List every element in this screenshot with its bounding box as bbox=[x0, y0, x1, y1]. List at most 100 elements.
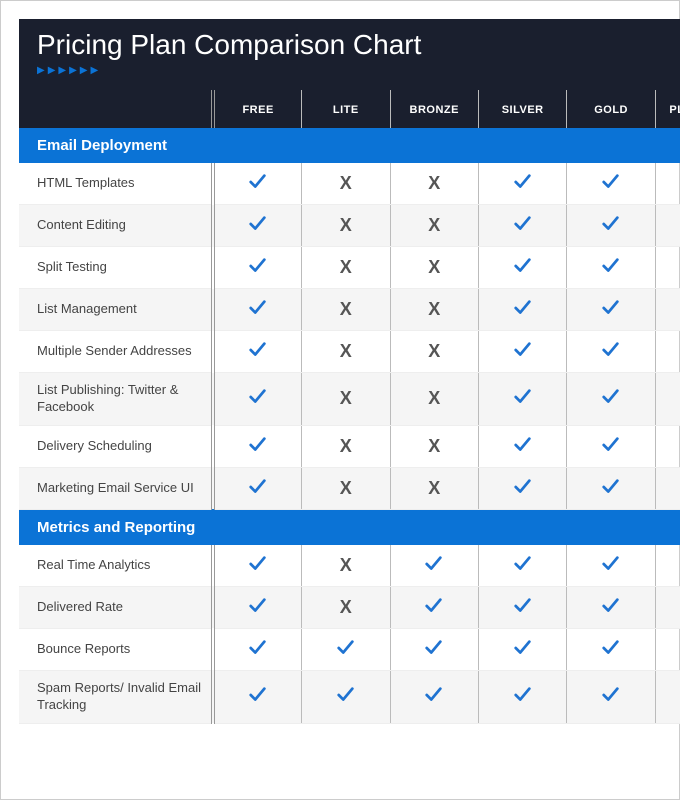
check-icon bbox=[601, 298, 621, 318]
check-icon bbox=[513, 596, 533, 616]
plan-cell bbox=[478, 545, 566, 587]
plan-cell bbox=[390, 586, 478, 628]
page-title: Pricing Plan Comparison Chart bbox=[37, 29, 680, 61]
check-icon bbox=[248, 256, 268, 276]
table-row: Spam Reports/ Invalid Email Tracking bbox=[19, 670, 680, 723]
plan-cell bbox=[567, 628, 655, 670]
plan-cell bbox=[213, 425, 301, 467]
feature-label: Content Editing bbox=[19, 205, 213, 247]
plan-cell bbox=[567, 247, 655, 289]
plan-cell bbox=[390, 670, 478, 723]
table-row: List ManagementXX bbox=[19, 289, 680, 331]
check-icon bbox=[248, 638, 268, 658]
table-row: HTML Templates X X bbox=[19, 163, 680, 205]
feature-label: HTML Templates bbox=[19, 163, 213, 205]
plan-header: FREE bbox=[213, 90, 301, 128]
x-icon: X bbox=[428, 215, 440, 235]
feature-label: Delivery Scheduling bbox=[19, 425, 213, 467]
check-icon bbox=[513, 435, 533, 455]
feature-label: Bounce Reports bbox=[19, 628, 213, 670]
plan-cell bbox=[567, 586, 655, 628]
plan-cell bbox=[213, 545, 301, 587]
check-icon bbox=[513, 477, 533, 497]
plan-cell bbox=[478, 163, 566, 205]
check-icon bbox=[601, 256, 621, 276]
plan-cell bbox=[213, 331, 301, 373]
plan-cell: X bbox=[390, 331, 478, 373]
plan-cell bbox=[478, 425, 566, 467]
check-icon bbox=[248, 387, 268, 407]
plan-cell bbox=[390, 545, 478, 587]
plan-cell bbox=[213, 247, 301, 289]
x-icon: X bbox=[428, 478, 440, 498]
plan-cell bbox=[302, 628, 390, 670]
x-icon: X bbox=[340, 436, 352, 456]
section-title: Email Deployment bbox=[19, 128, 680, 163]
feature-label: Multiple Sender Addresses bbox=[19, 331, 213, 373]
section-row: Metrics and Reporting bbox=[19, 509, 680, 545]
table-row: Bounce Reports bbox=[19, 628, 680, 670]
check-icon bbox=[513, 172, 533, 192]
check-icon bbox=[601, 214, 621, 234]
plan-cell bbox=[213, 467, 301, 509]
plan-cell bbox=[390, 628, 478, 670]
plan-cell bbox=[213, 670, 301, 723]
x-icon: X bbox=[340, 173, 352, 193]
check-icon bbox=[424, 685, 444, 705]
table-row: Real Time AnalyticsX bbox=[19, 545, 680, 587]
check-icon bbox=[248, 477, 268, 497]
feature-header bbox=[19, 90, 213, 128]
table-row: Delivered RateX bbox=[19, 586, 680, 628]
check-icon bbox=[601, 477, 621, 497]
table-row: Content Editing X X bbox=[19, 205, 680, 247]
plan-cell bbox=[213, 586, 301, 628]
plan-cell bbox=[655, 670, 680, 723]
plan-cell bbox=[655, 247, 680, 289]
plan-cell: X bbox=[302, 289, 390, 331]
check-icon bbox=[513, 554, 533, 574]
plan-cell: X bbox=[390, 163, 478, 205]
plan-cell bbox=[655, 331, 680, 373]
plan-cell bbox=[655, 545, 680, 587]
plan-cell: X bbox=[390, 289, 478, 331]
plan-cell bbox=[567, 545, 655, 587]
plan-cell: X bbox=[302, 205, 390, 247]
check-icon bbox=[513, 298, 533, 318]
plan-header: PL bbox=[655, 90, 680, 128]
x-icon: X bbox=[340, 388, 352, 408]
check-icon bbox=[513, 340, 533, 360]
check-icon bbox=[601, 172, 621, 192]
feature-label: Real Time Analytics bbox=[19, 545, 213, 587]
table-row: Multiple Sender Addresses X X bbox=[19, 331, 680, 373]
check-icon bbox=[601, 387, 621, 407]
x-icon: X bbox=[340, 341, 352, 361]
check-icon bbox=[248, 214, 268, 234]
check-icon bbox=[513, 387, 533, 407]
x-icon: X bbox=[428, 436, 440, 456]
plan-cell bbox=[478, 586, 566, 628]
x-icon: X bbox=[340, 215, 352, 235]
plan-cell: X bbox=[302, 586, 390, 628]
plan-cell bbox=[655, 467, 680, 509]
plan-cell bbox=[478, 373, 566, 426]
plan-cell bbox=[567, 163, 655, 205]
plan-cell bbox=[478, 205, 566, 247]
plan-cell bbox=[213, 163, 301, 205]
feature-label: Split Testing bbox=[19, 247, 213, 289]
pricing-table: FREE LITE BRONZE SILVER GOLD PL Email De… bbox=[19, 90, 680, 724]
plan-cell: X bbox=[302, 373, 390, 426]
check-icon bbox=[513, 685, 533, 705]
plan-cell bbox=[478, 628, 566, 670]
x-icon: X bbox=[428, 299, 440, 319]
plan-header: SILVER bbox=[478, 90, 566, 128]
check-icon bbox=[601, 435, 621, 455]
plan-cell bbox=[213, 289, 301, 331]
plan-cell bbox=[567, 425, 655, 467]
check-icon bbox=[248, 172, 268, 192]
plan-header: LITE bbox=[302, 90, 390, 128]
x-icon: X bbox=[428, 341, 440, 361]
plan-cell bbox=[213, 205, 301, 247]
plan-cell bbox=[567, 205, 655, 247]
x-icon: X bbox=[340, 299, 352, 319]
plan-cell bbox=[567, 289, 655, 331]
